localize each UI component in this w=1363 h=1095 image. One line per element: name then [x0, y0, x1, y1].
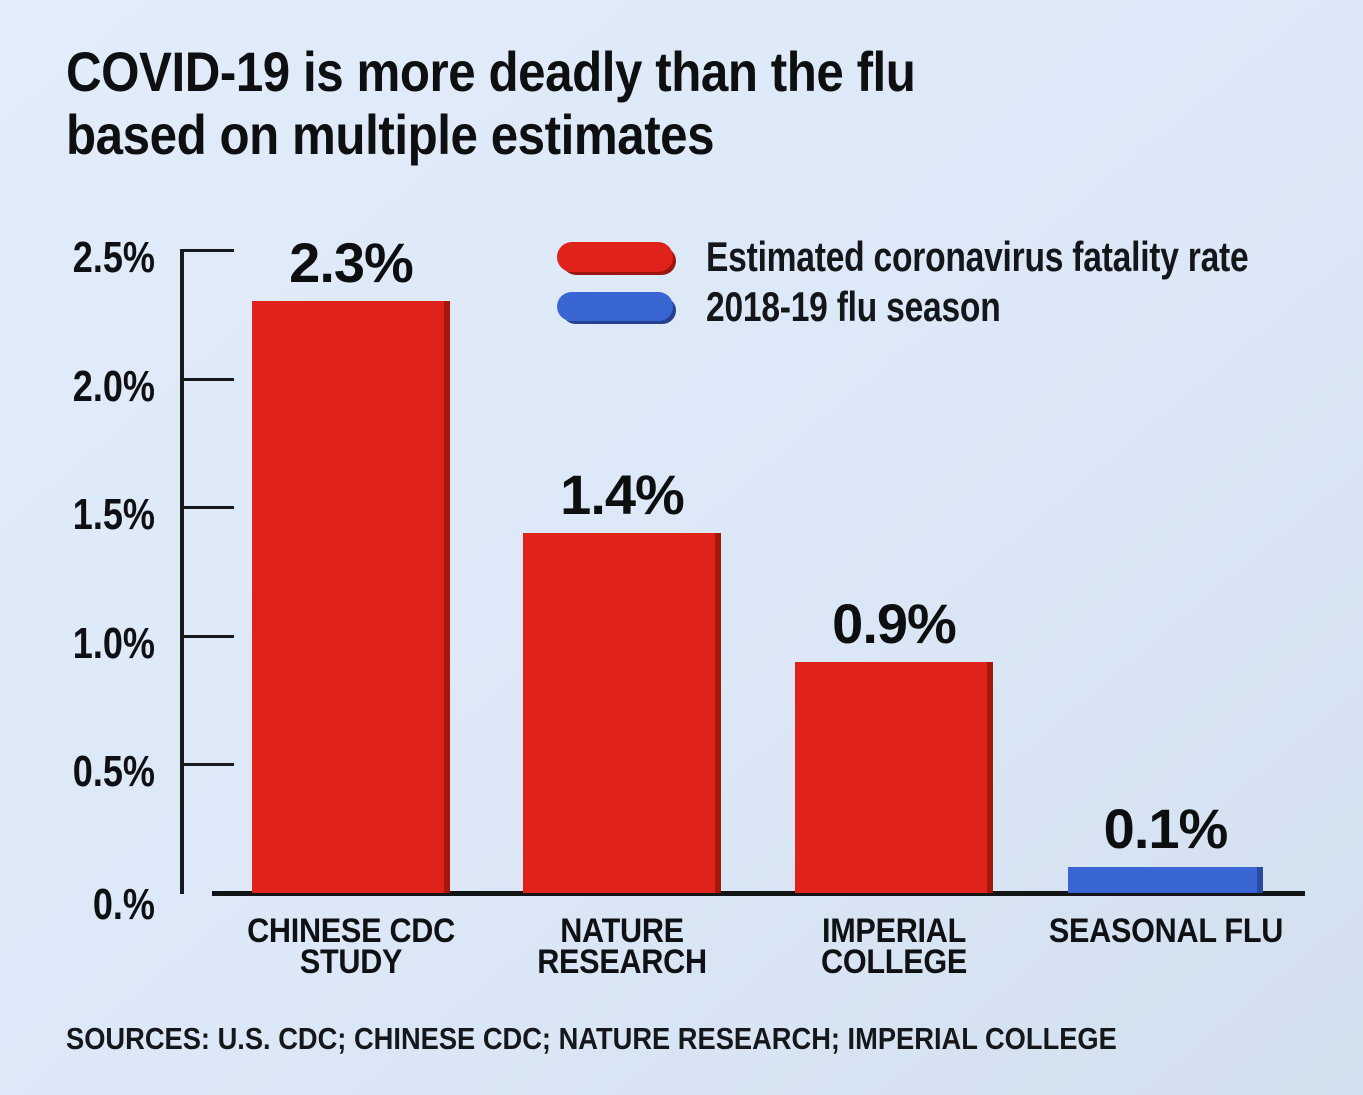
y-tick-label: 0.% [92, 880, 155, 929]
bar-rect [523, 533, 721, 893]
bar-rect [1068, 867, 1263, 893]
y-tick-0-5 [182, 763, 234, 766]
bar-group-chinese-cdc-study: 2.3% [252, 233, 450, 893]
y-tick-2-0 [182, 378, 234, 381]
legend-swatch-coronavirus [557, 242, 673, 272]
x-axis-baseline [212, 891, 1305, 896]
bar-rect [252, 301, 450, 893]
y-tick-label: 0.5% [72, 747, 155, 796]
bar-value-label: 0.1% [1103, 797, 1229, 860]
chart-title-line1: COVID-19 is more deadly than the flu [66, 40, 916, 103]
y-axis-line [180, 249, 184, 894]
y-tick-2-5 [182, 249, 234, 252]
category-label-imperial-college: IMPERIAL COLLEGE [820, 912, 968, 981]
category-label-line: COLLEGE [820, 943, 968, 981]
y-tick-label: 2.5% [72, 233, 155, 282]
bar-group-seasonal-flu: 0.1% [1068, 799, 1263, 893]
bar-value-label: 2.3% [289, 231, 414, 294]
y-tick-1-5 [182, 506, 234, 509]
category-label-seasonal-flu: SEASONAL FLU [1048, 912, 1284, 950]
y-tick-label: 1.0% [72, 619, 155, 668]
category-label-line: RESEARCH [537, 943, 707, 981]
bar-group-imperial-college: 0.9% [795, 594, 993, 893]
chart-title: COVID-19 is more deadly than the flu bas… [66, 40, 916, 166]
y-tick-1-0 [182, 635, 234, 638]
bar-rect [795, 662, 993, 893]
category-label-line: NATURE [560, 912, 684, 950]
legend-label-coronavirus: Estimated coronavirus fatality rate [706, 233, 1249, 280]
bar-group-nature-research: 1.4% [523, 465, 721, 893]
sources-note: SOURCES: U.S. CDC; CHINESE CDC; NATURE R… [66, 1021, 1117, 1056]
bar-value-label: 0.9% [832, 592, 957, 655]
legend-label-flu: 2018-19 flu season [706, 283, 1001, 330]
chart-title-line2: based on multiple estimates [66, 103, 715, 166]
bar-value-label: 1.4% [560, 463, 685, 526]
category-label-chinese-cdc-study: CHINESE CDC STUDY [247, 912, 455, 981]
legend-swatch-flu [557, 292, 673, 321]
y-tick-label: 1.5% [72, 490, 155, 539]
y-tick-label: 2.0% [72, 362, 155, 411]
category-label-line: SEASONAL FLU [1048, 912, 1284, 950]
category-label-line: CHINESE CDC [247, 912, 455, 950]
category-label-nature-research: NATURE RESEARCH [537, 912, 707, 981]
category-label-line: STUDY [299, 943, 403, 981]
category-label-line: IMPERIAL [821, 912, 967, 950]
